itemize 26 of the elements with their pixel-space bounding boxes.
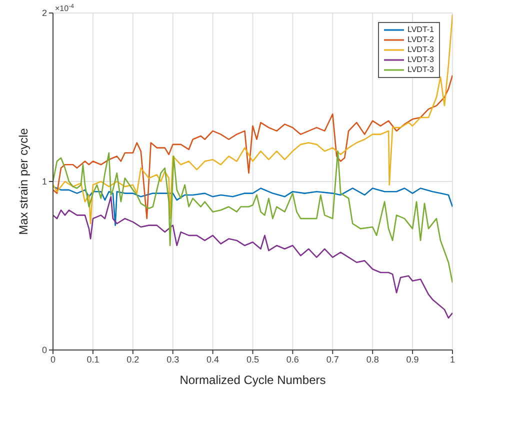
line-series bbox=[53, 74, 452, 220]
line-series bbox=[53, 196, 452, 319]
legend-label: LVDT-2 bbox=[407, 35, 434, 45]
x-tick-label: 0.9 bbox=[406, 354, 419, 364]
x-tick-label: 0.4 bbox=[206, 354, 220, 364]
legend-label: LVDT-3 bbox=[407, 55, 434, 65]
y-axis-title: Max strain per cycle bbox=[16, 128, 30, 235]
x-tick-label: 0.8 bbox=[366, 354, 379, 364]
x-tick-label: 0.2 bbox=[126, 354, 140, 364]
y-tick-label: 0 bbox=[42, 345, 47, 356]
x-axis-title: Normalized Cycle Numbers bbox=[180, 373, 326, 387]
x-tick-label: 0.5 bbox=[246, 354, 259, 364]
line-series bbox=[53, 150, 452, 284]
x-tick-label: 0 bbox=[50, 354, 56, 364]
legend-label: LVDT-3 bbox=[407, 65, 434, 75]
y-tick-label: 1 bbox=[42, 176, 47, 187]
legend-label: LVDT-1 bbox=[407, 25, 434, 35]
y-tick-label: 2 bbox=[42, 8, 47, 18]
legend-label: LVDT-3 bbox=[407, 45, 434, 55]
x-tick-label: 0.6 bbox=[286, 354, 299, 364]
x-tick-label: 0.3 bbox=[166, 354, 180, 364]
x-tick-label: 0.1 bbox=[86, 354, 100, 364]
x-tick-label: 1 bbox=[450, 354, 455, 364]
annotation: ×10$^{-4}$ bbox=[55, 3, 75, 13]
line-series bbox=[53, 186, 452, 226]
x-tick-label: 0.7 bbox=[326, 354, 339, 364]
